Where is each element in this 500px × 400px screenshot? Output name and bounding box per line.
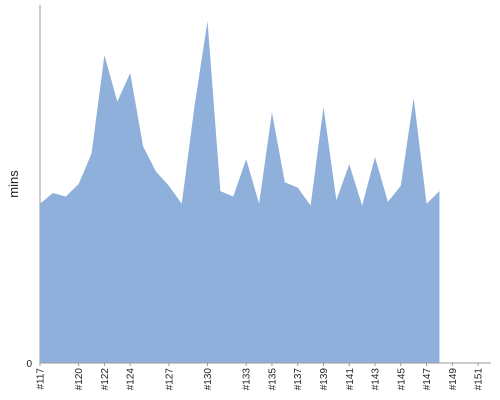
x-tick-label: #127	[164, 368, 175, 391]
y-tick-label: 0	[26, 359, 32, 370]
x-tick-label: #130	[203, 368, 214, 391]
x-tick-label: #143	[371, 368, 382, 391]
x-tick-label: #145	[396, 368, 407, 391]
x-tick-label: #147	[422, 368, 433, 391]
y-axis-label: mins	[6, 170, 21, 198]
x-tick-label: #151	[474, 368, 485, 391]
series-area	[40, 21, 440, 364]
x-tick-label: #124	[126, 368, 137, 391]
x-tick-label: #139	[319, 368, 330, 391]
x-tick-label: #137	[293, 368, 304, 391]
x-tick-label: #141	[345, 368, 356, 391]
y-tick-labels: 0	[26, 359, 32, 370]
x-tick-label: #120	[74, 368, 85, 391]
x-tick-label: #122	[100, 368, 111, 391]
x-tick-label: #133	[242, 368, 253, 391]
x-tick-label: #135	[267, 368, 278, 391]
x-tick-labels: #117 #120 #122 #124 #127 #130 #133 #135 #137 #139…	[36, 363, 485, 390]
x-tick-label: #149	[448, 368, 459, 391]
x-tick-label: #117	[36, 368, 47, 390]
